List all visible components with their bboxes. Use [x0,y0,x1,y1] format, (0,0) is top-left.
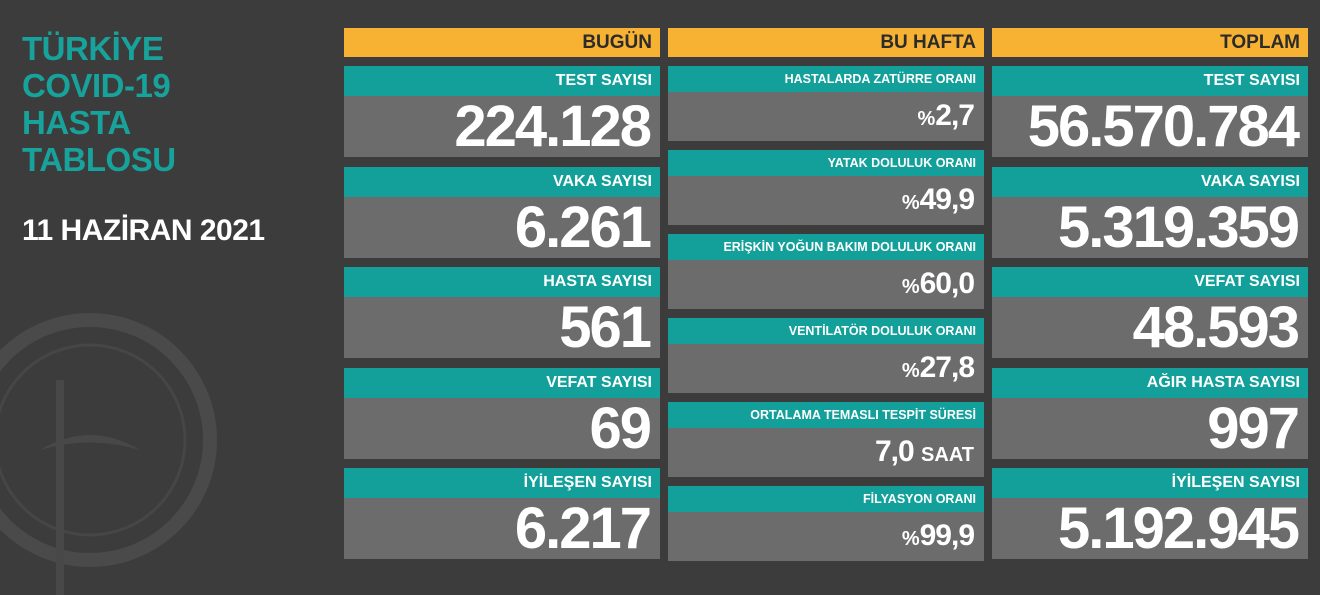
stat-value: 6.261 [514,194,652,260]
stat-value: 224.128 [454,94,652,159]
stat-label: ERİŞKİN YOĞUN BAKIM DOLULUK ORANI [668,234,984,260]
stat-label: TEST SAYISI [344,66,660,96]
stat-label: İYİLEŞEN SAYISI [344,468,660,498]
stat-prefix: % [901,528,920,550]
stat-value: 99,9 [919,519,975,552]
stat-value: 2,7 [935,99,975,132]
stat-label: İYİLEŞEN SAYISI [992,468,1308,498]
stat-prefix: % [901,360,920,382]
title-line: COVID-19 [22,67,171,104]
stat-label: VEFAT SAYISI [344,367,660,398]
stat-value-box: 6.261 [344,194,660,260]
stat-value: 5.192.945 [1057,496,1300,561]
column-header: BU HAFTA [668,28,984,57]
stat-value: 997 [1207,395,1300,461]
stat-label: VEFAT SAYISI [992,267,1308,297]
stat-value-box: %99,9 [668,512,984,561]
stat-value-box: %2,7 [668,92,984,141]
column-header: BUGÜN [344,28,660,57]
date: 11 HAZİRAN 2021 [22,214,265,247]
stat-value-box: 7,0 SAAT [668,428,984,477]
stat-value: 6.217 [514,496,652,561]
stat-value: 27,8 [919,351,975,384]
stat-label: YATAK DOLULUK ORANI [668,150,984,176]
stat-value: 561 [559,295,652,360]
stat-value-box: %27,8 [668,344,984,393]
stat-value: 56.570.784 [1027,94,1300,159]
emblem [0,313,217,595]
stat-value: 60,0 [919,267,975,300]
stat-value-box: 6.217 [344,496,660,561]
stat-value-box: 48.593 [992,295,1308,360]
stat-value-box: %60,0 [668,260,984,309]
stat-value-box: 561 [344,295,660,360]
stat-prefix: % [917,108,936,130]
stat-value-box: 56.570.784 [992,94,1308,159]
stat-value: 49,9 [919,183,975,216]
stat-label: TEST SAYISI [992,66,1308,96]
stat-value-box: 5.319.359 [992,194,1308,260]
stat-value: 69 [589,395,651,461]
stat-label: VAKA SAYISI [992,166,1308,197]
stat-value: 7,0 [874,435,915,468]
stat-value-box: %49,9 [668,176,984,225]
stat-value-box: 69 [344,395,660,461]
stat-label: HASTA SAYISI [344,267,660,297]
stat-label: VAKA SAYISI [344,166,660,197]
stat-value-box: 997 [992,395,1308,461]
column-header: TOPLAM [992,28,1308,57]
title-line: TABLOSU [22,141,176,178]
stat-label: AĞIR HASTA SAYISI [992,367,1308,398]
stat-label: HASTALARDA ZATÜRRE ORANI [668,66,984,92]
title-line: HASTA [22,104,131,141]
stat-prefix: % [901,192,920,214]
stat-value-box: 5.192.945 [992,496,1308,561]
stat-prefix: % [901,276,920,298]
stat-value-box: 224.128 [344,94,660,159]
stat-unit: SAAT [921,444,974,466]
stat-label: VENTİLATÖR DOLULUK ORANI [668,318,984,344]
stat-label: FİLYASYON ORANI [668,486,984,512]
stat-label: ORTALAMA TEMASLI TESPİT SÜRESİ [668,402,984,428]
stat-value: 5.319.359 [1057,194,1300,260]
title-line: TÜRKİYE [22,30,164,67]
stat-value: 48.593 [1132,295,1300,360]
